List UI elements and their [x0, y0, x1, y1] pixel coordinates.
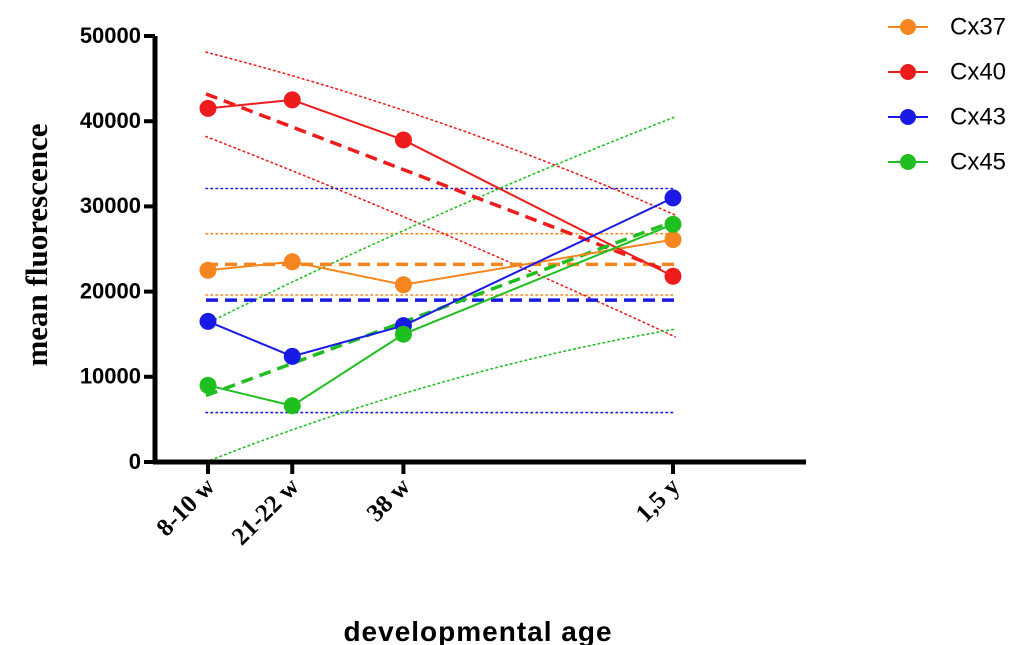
- legend-item-Cx37: Cx37: [888, 13, 1006, 40]
- legend-label: Cx40: [950, 58, 1006, 85]
- data-point-Cx40: [394, 131, 412, 149]
- y-axis: 0 10000 20000 30000 40000 50000 mean fluoresc…: [19, 23, 158, 474]
- legend-item-Cx40: Cx40: [888, 58, 1006, 85]
- data-point-Cx40: [664, 267, 682, 285]
- legend-item-Cx43: Cx43: [888, 103, 1006, 130]
- data-point-Cx37: [394, 276, 412, 294]
- data-point-Cx40: [283, 91, 301, 109]
- legend-label: Cx43: [950, 103, 1006, 130]
- series-line-Cx40: [207, 98, 674, 278]
- y-tick-label: 10000: [80, 364, 141, 389]
- y-tick-label: 30000: [80, 193, 141, 218]
- y-axis-label: mean fluorescence: [19, 123, 54, 366]
- plot-area: [199, 51, 682, 463]
- data-point-Cx43: [283, 347, 301, 365]
- x-axis-label: developmental age: [343, 616, 612, 645]
- x-axis: 8-10 w 21-22 w 38 w 1,5 y developmental age: [152, 459, 806, 645]
- data-point-Cx43: [664, 189, 682, 207]
- data-point-Cx45: [199, 376, 217, 394]
- y-tick-label: 0: [129, 449, 141, 474]
- data-point-Cx37: [664, 231, 682, 249]
- y-tick-label: 50000: [80, 23, 141, 48]
- legend-marker: [900, 64, 916, 80]
- data-point-Cx37: [283, 253, 301, 271]
- legend-marker: [900, 19, 916, 35]
- y-tick-label: 40000: [80, 108, 141, 133]
- data-point-Cx45: [664, 215, 682, 233]
- confidence-bands: [205, 51, 676, 463]
- x-tick-label: 38 w: [362, 473, 416, 527]
- series-line-Cx43: [207, 196, 674, 358]
- data-point-Cx40: [199, 99, 217, 117]
- y-ticks: 0 10000 20000 30000 40000 50000: [80, 23, 155, 474]
- confidence-band-Cx40: [205, 135, 676, 338]
- legend-marker: [900, 154, 916, 170]
- data-series: [199, 91, 682, 415]
- x-tick-label: 8-10 w: [152, 473, 221, 542]
- data-point-Cx45: [394, 325, 412, 343]
- x-tick-label: 1,5 y: [631, 473, 686, 528]
- legend-marker: [900, 109, 916, 125]
- y-tick-label: 20000: [80, 278, 141, 303]
- fit-line-Cx40: [205, 92, 676, 276]
- x-tick-label: 21-22 w: [227, 473, 305, 551]
- legend: Cx37 Cx40 Cx43 Cx45: [888, 13, 1006, 175]
- data-point-Cx37: [199, 261, 217, 279]
- x-ticks: 8-10 w 21-22 w 38 w 1,5 y: [152, 462, 686, 551]
- confidence-band-Cx45: [205, 116, 676, 325]
- series-line-Cx45: [207, 223, 674, 407]
- data-point-Cx45: [283, 397, 301, 415]
- legend-label: Cx45: [950, 148, 1006, 175]
- confidence-band-Cx40: [205, 51, 676, 216]
- legend-label: Cx37: [950, 13, 1006, 40]
- legend-item-Cx45: Cx45: [888, 148, 1006, 175]
- data-point-Cx43: [199, 312, 217, 330]
